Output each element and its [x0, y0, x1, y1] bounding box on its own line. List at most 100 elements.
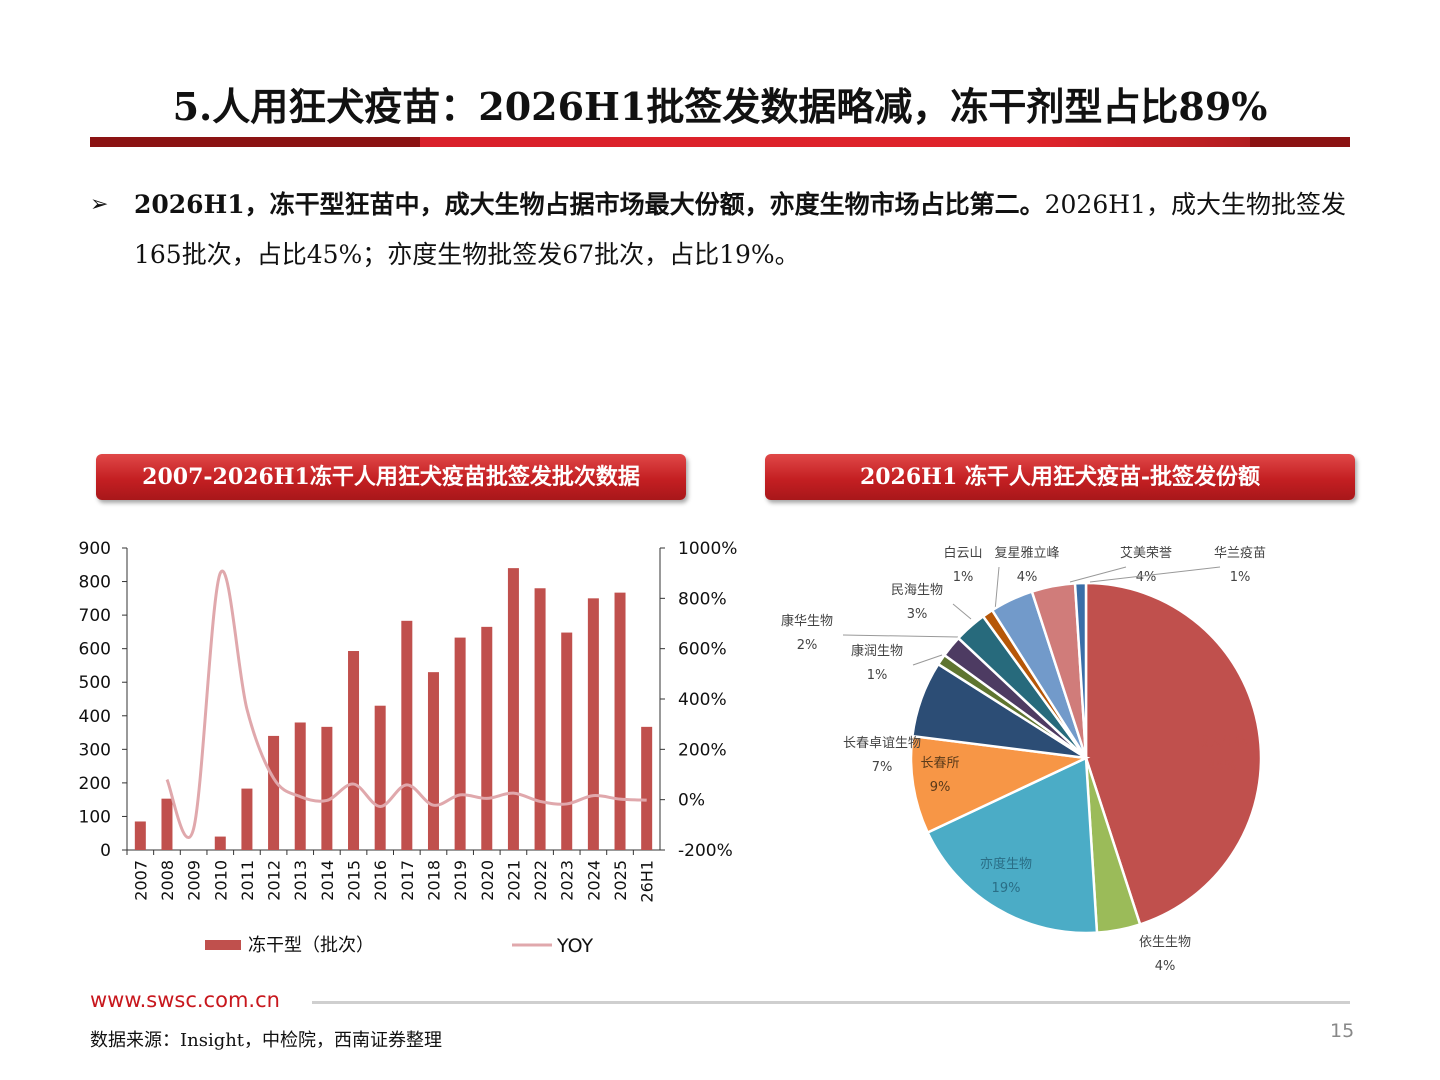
pie-slice-percent: 1% [867, 668, 888, 683]
x-tick-label: 2014 [318, 860, 337, 901]
bar [641, 726, 653, 850]
bullet-text: 2026H1，冻干型狂苗中，成大生物占据市场最大份额，亦度生物市场占比第二。20… [134, 180, 1360, 280]
x-tick-label: 2008 [158, 860, 177, 901]
pie-slice-label: 复星雅立峰 [994, 546, 1059, 561]
y-right-tick-label: 600% [678, 640, 727, 660]
pie-slice-label: 民海生物 [891, 583, 943, 598]
bar [481, 626, 493, 850]
left-chart-header: 2007-2026H1冻干人用狂犬疫苗批签发批次数据 [96, 454, 686, 500]
pie-slice-percent: 4% [1017, 570, 1038, 585]
y-left-tick-label: 500 [79, 673, 111, 693]
bar [241, 788, 253, 850]
y-left-tick-label: 100 [79, 807, 111, 827]
bar [161, 798, 173, 850]
legend-label-yoy: YOY [556, 935, 593, 957]
pie-slice-label: 康华生物 [781, 613, 833, 629]
bar [321, 726, 333, 850]
y-left-tick-label: 900 [79, 539, 111, 559]
bar [294, 722, 306, 850]
title-bar-dark-right [1250, 137, 1350, 147]
pie-slice-label: 亦度生物 [980, 856, 1032, 872]
x-tick-label: 2013 [291, 860, 310, 901]
pie-slice-label: 康润生物 [851, 643, 903, 659]
footer-url[interactable]: www.swsc.com.cn [90, 988, 280, 1012]
bar [614, 592, 626, 850]
pie-slice-percent: 4% [1155, 959, 1176, 974]
legend-label-bars: 冻干型（批次） [248, 935, 374, 956]
x-tick-label: 2011 [238, 860, 257, 901]
pie-slice-percent: 4% [1136, 570, 1157, 585]
x-tick-label: 2015 [345, 860, 364, 901]
x-tick-label: 2009 [185, 860, 204, 901]
x-tick-label: 2025 [611, 860, 630, 901]
pie-slice-label: 长春卓谊生物 [843, 736, 921, 751]
pie-slice-percent: 1% [1230, 570, 1251, 585]
pie-leader-line [912, 654, 943, 666]
x-tick-label: 26H1 [638, 860, 657, 903]
pie-leader-line [842, 634, 959, 638]
bar [268, 735, 280, 850]
bar [401, 620, 413, 850]
pie-slice-label: 艾美荣誉 [1120, 546, 1172, 561]
pie-slice-label: 依生生物 [1139, 935, 1191, 950]
x-tick-label: 2010 [211, 860, 230, 901]
y-left-tick-label: 200 [79, 774, 111, 794]
bullet-normal-text: 2026H1，成大生物批签发165批次，占比45%；亦度生物批签发67批次，占比… [134, 190, 1346, 269]
x-tick-label: 2017 [398, 860, 417, 901]
bar [214, 836, 226, 850]
slide-title: 5.人用狂犬疫苗：2026H1批签发数据略减，冻干剂型占比89% [172, 84, 1268, 129]
pie-slice-percent: 45% [1208, 759, 1237, 774]
y-left-tick-label: 300 [79, 740, 111, 760]
x-tick-label: 2023 [558, 860, 577, 901]
bar [587, 598, 599, 850]
pie-slice-percent: 19% [992, 881, 1021, 896]
pie-slice-percent: 2% [797, 638, 818, 653]
pie-leader-line [1069, 566, 1127, 583]
legend-swatch-bars [205, 940, 241, 950]
pie-slice-percent: 1% [953, 570, 974, 585]
y-right-tick-label: 200% [678, 740, 727, 760]
yoy-line [165, 569, 647, 839]
x-tick-label: 2020 [478, 860, 497, 901]
x-tick-label: 2012 [265, 860, 284, 901]
y-left-tick-label: 400 [79, 707, 111, 727]
bar [534, 588, 546, 850]
bar [348, 651, 360, 850]
title-underline-bar [90, 137, 1350, 147]
pie-leader-line [994, 566, 1000, 612]
bar [507, 568, 519, 850]
bullet-arrow-icon: ➢ [90, 192, 109, 217]
x-tick-label: 2007 [131, 860, 150, 901]
y-left-tick-label: 0 [100, 841, 111, 861]
x-tick-label: 2016 [371, 860, 390, 901]
pie-slice-percent: 9% [930, 780, 951, 795]
pie-slice-label: 华兰疫苗 [1214, 545, 1266, 561]
page-number: 15 [1330, 1020, 1355, 1042]
bullet-bold-text: 2026H1，冻干型狂苗中，成大生物占据市场最大份额，亦度生物市场占比第二。 [134, 190, 1045, 219]
title-bar-dark-left [90, 137, 420, 147]
bar-line-chart: 0 100 200 300 400 500 600 700 800 900 -200% 0% 200% 4… [79, 539, 738, 957]
x-tick-label: 2022 [531, 860, 550, 901]
pie-leader-line [1089, 566, 1221, 583]
bar [427, 672, 439, 850]
y-right-tick-label: 800% [678, 589, 727, 609]
y-right-tick-label: 1000% [678, 539, 737, 559]
pie-slice-label: 成大生物 [1196, 735, 1248, 750]
x-tick-label: 2021 [504, 860, 523, 901]
bar [134, 821, 146, 850]
pie-chart: 成大生物 45% 依生生物 4% 亦度生物 19% 长春所 9% 长春卓谊生物 7% 康润生物 1% 康… [781, 545, 1266, 974]
right-chart-header: 2026H1 冻干人用狂犬疫苗-批签发份额 [765, 454, 1355, 500]
pie-slice [909, 734, 1091, 835]
y-left-tick-label: 700 [79, 606, 111, 626]
pie-slice-label: 长春所 [920, 756, 959, 771]
pie-leader-line [952, 603, 972, 620]
footer-divider [312, 1001, 1350, 1004]
y-left-tick-label: 600 [79, 640, 111, 660]
bar [561, 632, 573, 850]
pie-slice [1073, 581, 1088, 759]
bar [374, 705, 386, 850]
x-tick-label: 2018 [424, 860, 443, 901]
y-right-tick-label: -200% [678, 841, 733, 861]
pie-slice [925, 756, 1099, 935]
x-tick-label: 2024 [584, 860, 603, 901]
